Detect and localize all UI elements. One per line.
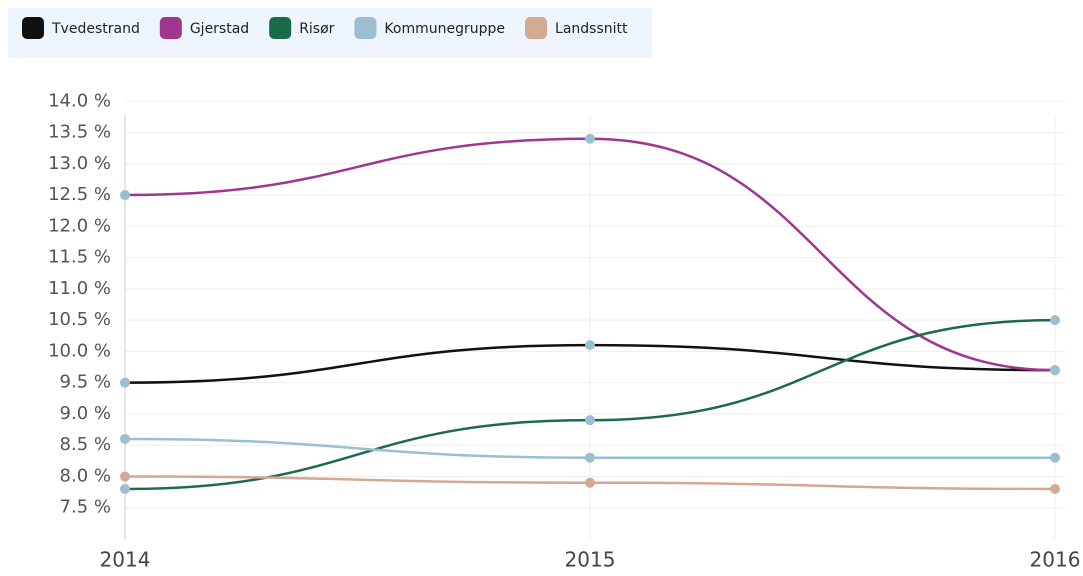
y-tick-label: 14.0 % xyxy=(48,90,111,111)
y-tick-label: 11.0 % xyxy=(48,278,111,299)
legend-item[interactable]: Tvedestrand xyxy=(22,17,140,39)
y-tick-label: 8.0 % xyxy=(60,465,111,486)
x-tick-label: 2015 xyxy=(565,548,616,572)
legend-label: Gjerstad xyxy=(190,21,249,37)
plot-area: 7.5 % 8.0 % 8.5 % 9.0 % 9.5 % 10.0 % 10.5 % 11.… xyxy=(48,90,1080,571)
marker[interactable] xyxy=(585,452,595,463)
marker[interactable] xyxy=(1050,315,1060,326)
marker[interactable] xyxy=(1050,483,1060,494)
x-tick-label: 2016 xyxy=(1030,548,1081,572)
y-tick-label: 7.5 % xyxy=(60,497,111,518)
y-tick-label: 12.0 % xyxy=(48,215,111,236)
legend-label: Landssnitt xyxy=(555,21,628,37)
legend-item[interactable]: Gjerstad xyxy=(159,17,249,39)
marker[interactable] xyxy=(120,377,130,388)
legend-label: Risør xyxy=(299,21,334,37)
marker[interactable] xyxy=(120,471,130,482)
legend: Tvedestrand Gjerstad Risør Kommunegruppe Lan… xyxy=(22,17,628,39)
marker[interactable] xyxy=(1050,452,1060,463)
marker[interactable] xyxy=(120,483,130,494)
legend-item[interactable]: Risør xyxy=(269,17,335,39)
y-tick-label: 9.0 % xyxy=(60,403,111,424)
y-tick-label: 13.5 % xyxy=(48,122,111,143)
y-tick-label: 10.0 % xyxy=(48,340,111,361)
y-tick-label: 11.5 % xyxy=(48,247,111,268)
legend-swatch xyxy=(159,17,182,39)
y-tick-label: 8.5 % xyxy=(60,434,111,455)
legend-item[interactable]: Landssnitt xyxy=(525,17,628,39)
marker[interactable] xyxy=(585,340,595,351)
y-tick-label: 12.5 % xyxy=(48,184,111,205)
marker[interactable] xyxy=(1050,365,1060,376)
marker[interactable] xyxy=(120,433,130,444)
y-tick-label: 9.5 % xyxy=(60,372,111,393)
legend-label: Kommunegruppe xyxy=(384,21,505,37)
x-tick-label: 2014 xyxy=(100,548,151,572)
y-tick-label: 10.5 % xyxy=(48,309,111,330)
y-tick-label: 13.0 % xyxy=(48,153,111,174)
legend-swatch xyxy=(269,17,292,39)
legend-item[interactable]: Kommunegruppe xyxy=(354,17,505,39)
marker[interactable] xyxy=(585,415,595,426)
line xyxy=(124,137,1056,372)
marker[interactable] xyxy=(585,133,595,144)
marker[interactable] xyxy=(585,477,595,488)
marker[interactable] xyxy=(120,190,130,201)
legend-swatch xyxy=(525,17,548,39)
legend-swatch xyxy=(354,17,377,39)
legend-label: Tvedestrand xyxy=(51,21,140,37)
legend-swatch xyxy=(22,17,44,39)
